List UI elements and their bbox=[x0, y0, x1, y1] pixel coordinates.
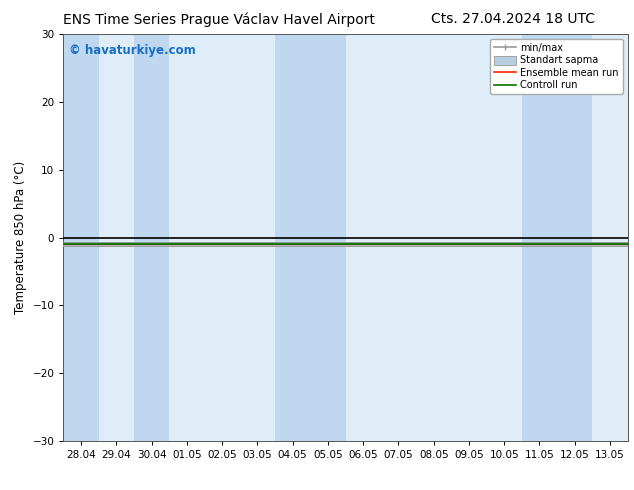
Legend: min/max, Standart sapma, Ensemble mean run, Controll run: min/max, Standart sapma, Ensemble mean r… bbox=[490, 39, 623, 94]
Y-axis label: Temperature 850 hPa (°C): Temperature 850 hPa (°C) bbox=[14, 161, 27, 314]
Bar bbox=[310, 34, 346, 441]
Text: Cts. 27.04.2024 18 UTC: Cts. 27.04.2024 18 UTC bbox=[431, 12, 595, 26]
Bar bbox=[522, 34, 557, 441]
Bar bbox=[557, 34, 592, 441]
Text: ENS Time Series Prague Václav Havel Airport: ENS Time Series Prague Václav Havel Airp… bbox=[63, 12, 375, 27]
Bar bbox=[134, 34, 169, 441]
Text: © havaturkiye.com: © havaturkiye.com bbox=[69, 45, 196, 57]
Bar bbox=[275, 34, 310, 441]
Bar bbox=[63, 34, 99, 441]
